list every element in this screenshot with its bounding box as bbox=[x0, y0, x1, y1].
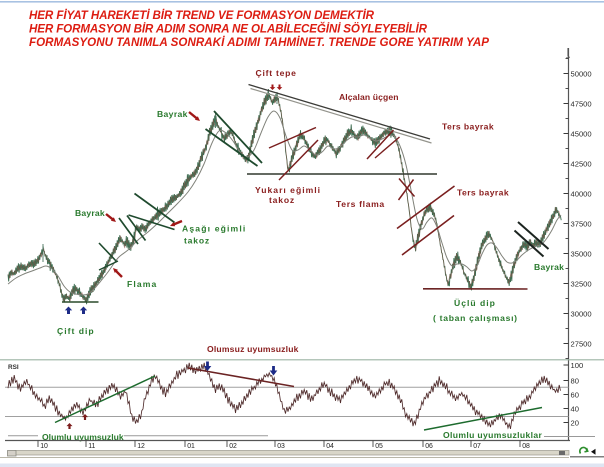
svg-text:takoz: takoz bbox=[269, 195, 295, 205]
svg-text:( taban çalışması): ( taban çalışması) bbox=[433, 313, 518, 323]
svg-text:Bayrak: Bayrak bbox=[75, 208, 105, 218]
svg-text:11: 11 bbox=[88, 443, 95, 450]
svg-text:Yukarı eğimli: Yukarı eğimli bbox=[255, 185, 321, 195]
svg-text:100: 100 bbox=[571, 361, 584, 370]
svg-text:06: 06 bbox=[425, 443, 433, 450]
svg-text:07: 07 bbox=[473, 443, 481, 450]
svg-text:47500: 47500 bbox=[571, 100, 592, 109]
svg-text:35000: 35000 bbox=[571, 250, 592, 259]
svg-text:40000: 40000 bbox=[571, 190, 592, 199]
svg-text:01: 01 bbox=[187, 443, 195, 450]
svg-text:32500: 32500 bbox=[571, 280, 592, 289]
svg-text:Alçalan üçgen: Alçalan üçgen bbox=[339, 92, 399, 102]
svg-text:04: 04 bbox=[326, 443, 334, 450]
svg-text:Üçlü dip: Üçlü dip bbox=[454, 298, 496, 308]
svg-text:Flama: Flama bbox=[127, 279, 157, 289]
svg-text:HER FORMASYON BİR ADIM SONRA N: HER FORMASYON BİR ADIM SONRA NE OLABİLEC… bbox=[29, 23, 428, 36]
svg-text:02: 02 bbox=[229, 443, 237, 450]
svg-text:Çift tepe: Çift tepe bbox=[256, 68, 297, 78]
svg-text:takoz: takoz bbox=[184, 236, 210, 246]
svg-text:05: 05 bbox=[375, 443, 383, 450]
svg-text:Aşağı eğimli: Aşağı eğimli bbox=[182, 224, 246, 234]
svg-text:37500: 37500 bbox=[571, 220, 592, 229]
svg-text:Ters bayrak: Ters bayrak bbox=[442, 122, 494, 132]
svg-text:RSI: RSI bbox=[8, 364, 19, 371]
svg-text:10: 10 bbox=[40, 443, 48, 450]
svg-text:08: 08 bbox=[522, 443, 530, 450]
svg-text:03: 03 bbox=[277, 443, 285, 450]
svg-text:12: 12 bbox=[137, 443, 145, 450]
svg-text:Çift dip: Çift dip bbox=[57, 326, 95, 336]
svg-text:60: 60 bbox=[571, 390, 579, 399]
svg-text:42500: 42500 bbox=[571, 160, 592, 169]
svg-text:Ters bayrak: Ters bayrak bbox=[457, 188, 509, 198]
svg-text:Ters flama: Ters flama bbox=[336, 199, 385, 209]
svg-text:FORMASYONU TANIMLA SONRAKİ ADI: FORMASYONU TANIMLA SONRAKİ ADIMI TAHMİNE… bbox=[29, 36, 489, 49]
svg-text:40: 40 bbox=[571, 404, 579, 413]
svg-text:27500: 27500 bbox=[571, 340, 592, 349]
svg-text:80: 80 bbox=[571, 376, 579, 385]
svg-text:Bayrak: Bayrak bbox=[534, 262, 564, 272]
svg-text:45000: 45000 bbox=[571, 130, 592, 139]
svg-text:Olumlu uyumsuzluklar: Olumlu uyumsuzluklar bbox=[443, 430, 542, 440]
svg-text:HER FİYAT HAREKETİ BİR TREND V: HER FİYAT HAREKETİ BİR TREND VE FORMASYO… bbox=[29, 9, 375, 22]
svg-text:Olumsuz uyumsuzluk: Olumsuz uyumsuzluk bbox=[207, 344, 299, 354]
svg-text:50000: 50000 bbox=[571, 70, 592, 79]
svg-text:30000: 30000 bbox=[571, 310, 592, 319]
svg-text:Olumlu uyumsuzluk: Olumlu uyumsuzluk bbox=[42, 432, 124, 442]
svg-text:20: 20 bbox=[571, 418, 579, 427]
svg-text:Bayrak: Bayrak bbox=[157, 109, 188, 119]
